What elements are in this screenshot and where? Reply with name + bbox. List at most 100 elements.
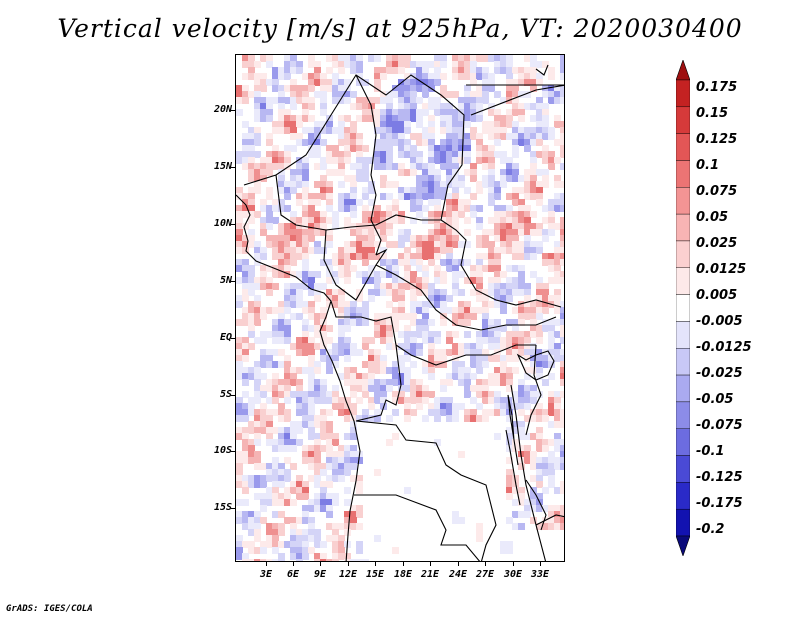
colorbar-band: [676, 482, 690, 510]
lake-outline: [507, 394, 519, 466]
colorbar-band: [676, 267, 690, 295]
lat-label: 15S: [213, 502, 232, 513]
lake-outline: [535, 64, 549, 76]
border-line: [275, 174, 441, 231]
lat-label: EQ: [219, 332, 232, 343]
colorbar-label: 0.05: [696, 210, 729, 225]
colorbar: [676, 60, 690, 556]
colorbar-label: 0.175: [696, 80, 738, 95]
border-line: [354, 494, 481, 561]
colorbar-band: [676, 321, 690, 349]
lake-outline: [525, 479, 547, 531]
lon-label: 30E: [503, 569, 523, 580]
grads-credit: GrADS: IGES/COLA: [6, 604, 93, 614]
lon-tick: [266, 562, 267, 566]
lat-tick: [231, 508, 235, 509]
lat-label: 5N: [219, 275, 232, 286]
colorbar-label: 0.0125: [696, 262, 747, 277]
colorbar-label: -0.075: [696, 418, 743, 433]
colorbar-label: 0.1: [696, 158, 720, 173]
colorbar-band: [676, 508, 690, 537]
lon-label: 12E: [338, 569, 358, 580]
lat-tick: [231, 110, 235, 111]
lat-tick: [231, 338, 235, 339]
lon-label: 21E: [420, 569, 440, 580]
lon-label: 33E: [530, 569, 550, 580]
lon-tick: [403, 562, 404, 566]
lon-label: 24E: [448, 569, 468, 580]
colorbar-bottom-arrow: [676, 535, 690, 556]
border-line: [470, 84, 564, 116]
lon-label: 18E: [393, 569, 413, 580]
colorbar-label: 0.15: [696, 106, 729, 121]
colorbar-band: [676, 294, 690, 322]
map-title: Vertical velocity [m/s] at 925hPa, VT: 2…: [57, 14, 743, 43]
colorbar-band: [676, 79, 690, 108]
lon-tick: [485, 562, 486, 566]
colorbar-label: -0.05: [696, 392, 734, 407]
colorbar-band: [676, 133, 690, 161]
lon-label: 3E: [259, 569, 273, 580]
lon-label: 9E: [313, 569, 327, 580]
colorbar-band: [676, 455, 690, 483]
lon-tick: [540, 562, 541, 566]
lon-tick: [458, 562, 459, 566]
lon-tick: [348, 562, 349, 566]
colorbar-band: [676, 213, 690, 242]
colorbar-band: [676, 374, 690, 403]
border-line: [395, 344, 536, 366]
lat-label: 20N: [213, 104, 232, 115]
colorbar-label: 0.125: [696, 132, 738, 147]
colorbar-band: [676, 401, 690, 429]
lon-tick: [320, 562, 321, 566]
lon-tick: [513, 562, 514, 566]
lat-tick: [231, 281, 235, 282]
colorbar-band: [676, 428, 690, 456]
colorbar-band: [676, 187, 690, 215]
lat-label: 5S: [219, 389, 232, 400]
lake-outline: [516, 350, 555, 381]
border-line: [535, 514, 564, 526]
lon-label: 6E: [286, 569, 300, 580]
lon-label: 15E: [365, 569, 385, 580]
lon-label: 27E: [475, 569, 495, 580]
colorbar-label: -0.125: [696, 470, 743, 485]
colorbar-label: -0.005: [696, 314, 743, 329]
colorbar-band: [676, 106, 690, 134]
lon-tick: [375, 562, 376, 566]
map-plot-area: [235, 54, 565, 562]
lat-tick: [231, 395, 235, 396]
lat-label: 15N: [213, 161, 232, 172]
border-line: [525, 344, 542, 436]
border-line: [510, 384, 547, 561]
border-line: [243, 74, 562, 308]
colorbar-band: [676, 348, 690, 376]
colorbar-label: 0.075: [696, 184, 738, 199]
lat-label: 10N: [213, 218, 232, 229]
colorbar-label: -0.0125: [696, 340, 752, 355]
border-line: [355, 74, 382, 256]
colorbar-band: [676, 240, 690, 268]
lat-label: 10S: [213, 445, 232, 456]
lat-tick: [231, 167, 235, 168]
coastline: [236, 194, 361, 561]
lon-tick: [430, 562, 431, 566]
border-line: [323, 229, 388, 301]
colorbar-label: 0.025: [696, 236, 738, 251]
lake-outline: [505, 429, 521, 506]
border-line: [355, 344, 402, 422]
colorbar-label: -0.175: [696, 496, 743, 511]
border-line: [330, 300, 397, 346]
colorbar-band: [676, 160, 690, 188]
lon-tick: [293, 562, 294, 566]
colorbar-label: -0.025: [696, 366, 743, 381]
border-line: [355, 420, 497, 561]
colorbar-top-arrow: [676, 60, 690, 81]
lat-tick: [231, 224, 235, 225]
border-line: [375, 264, 557, 331]
colorbar-label: 0.005: [696, 288, 738, 303]
colorbar-label: -0.1: [696, 444, 725, 459]
vertical-velocity-field: [236, 55, 564, 561]
lat-tick: [231, 451, 235, 452]
colorbar-label: -0.2: [696, 522, 725, 537]
